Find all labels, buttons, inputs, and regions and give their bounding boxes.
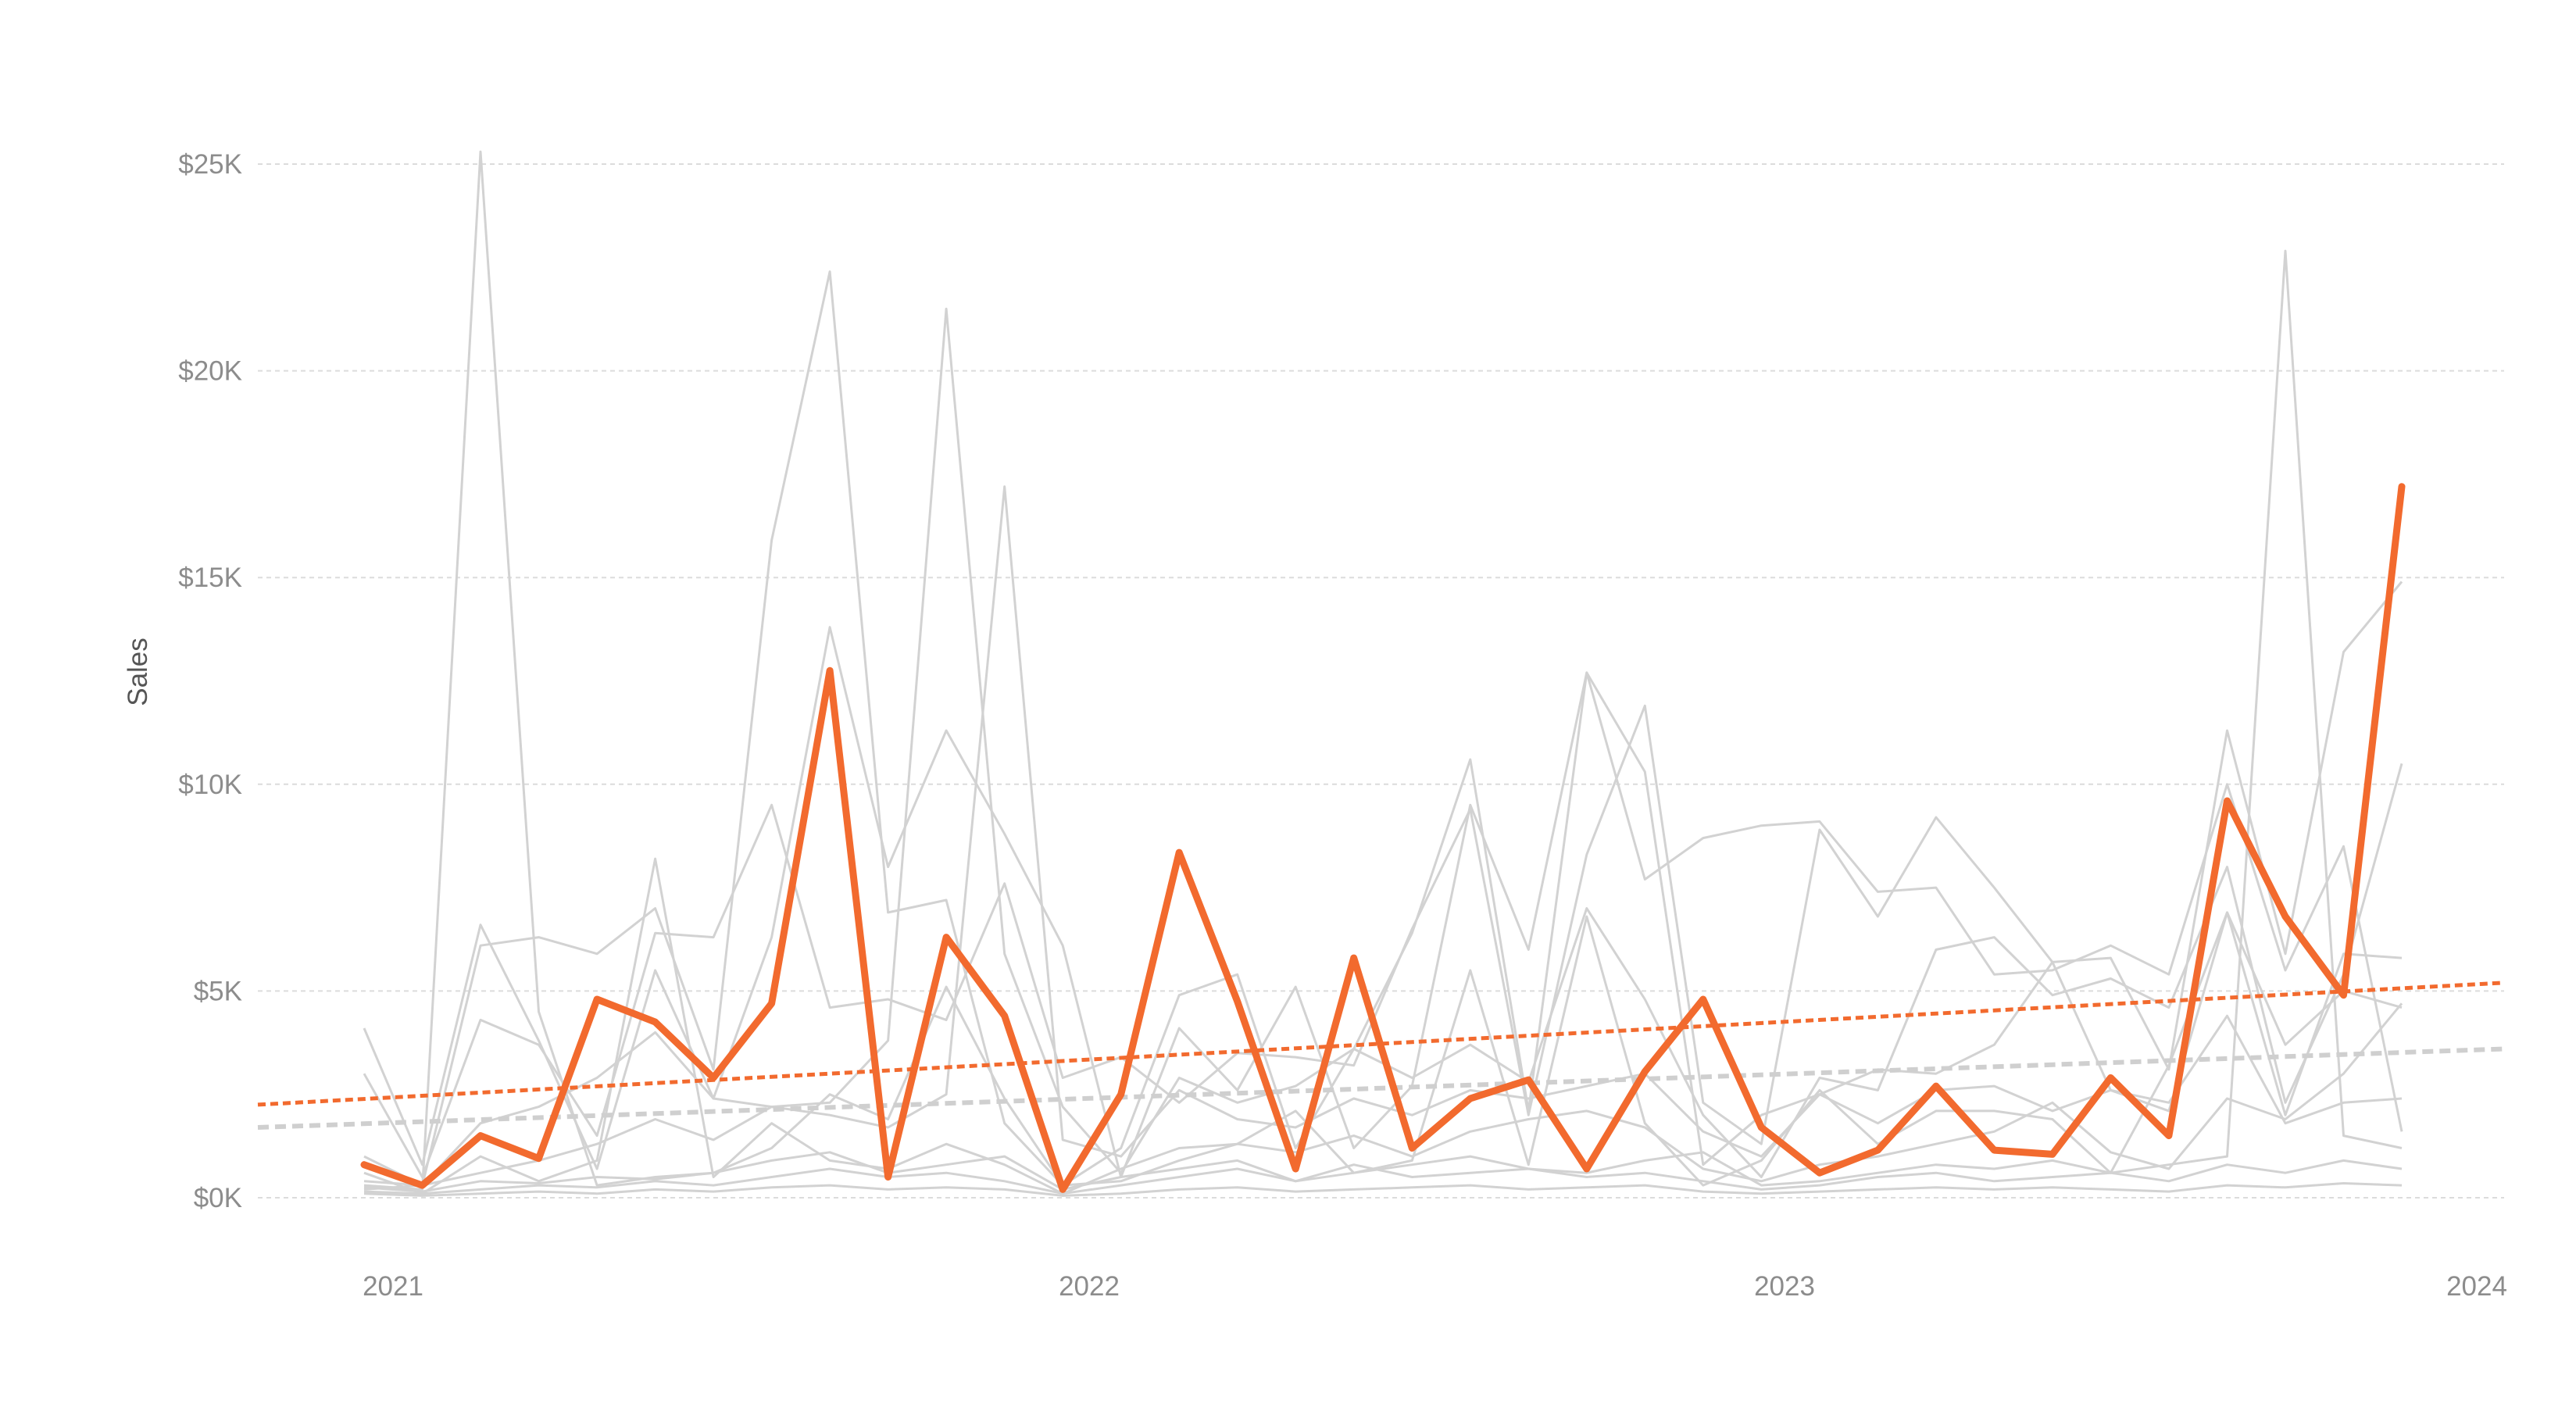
background-series-line xyxy=(363,857,2403,1195)
background-trend-line xyxy=(257,1046,2505,1131)
x-tick-label: 2023 xyxy=(1754,1271,1815,1302)
x-tick-label: 2022 xyxy=(1059,1271,1120,1302)
background-series-line xyxy=(363,985,2403,1193)
highlight-series-line xyxy=(360,483,2406,1193)
y-tick-label: $15K xyxy=(178,563,242,593)
background-series-line xyxy=(363,704,2403,1178)
background-series-line xyxy=(363,485,2403,1191)
y-tick-label: $20K xyxy=(178,356,242,387)
background-series-line xyxy=(363,1182,2403,1197)
highlight-series-group xyxy=(360,483,2406,1193)
y-axis-ticks: $0K $5K $10K $15K $20K $25K xyxy=(178,149,242,1213)
y-tick-label: $0K xyxy=(194,1183,242,1213)
x-tick-label: 2021 xyxy=(363,1271,423,1302)
x-tick-label: 2024 xyxy=(2446,1271,2507,1302)
y-tick-label: $10K xyxy=(178,770,242,800)
trend-lines xyxy=(257,981,2505,1131)
background-series-line xyxy=(363,1159,2403,1195)
y-tick-label: $25K xyxy=(178,149,242,180)
x-axis-ticks: 2021 2022 2023 2024 xyxy=(363,1271,2507,1302)
y-tick-label: $5K xyxy=(194,976,242,1006)
background-series-line xyxy=(363,626,2403,1178)
y-axis-title: Sales xyxy=(123,638,153,706)
background-series-line xyxy=(363,270,2403,1187)
